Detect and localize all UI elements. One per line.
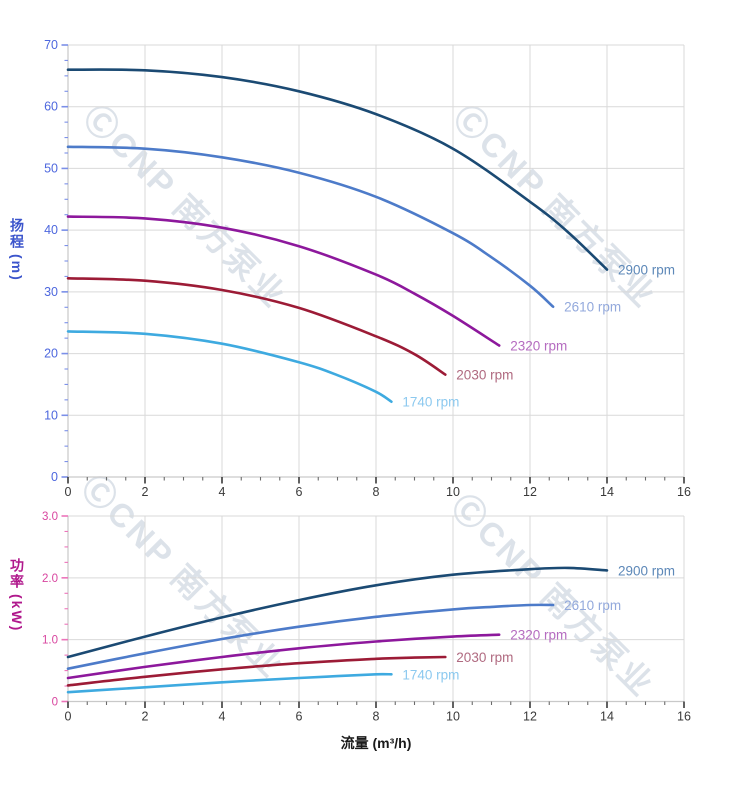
power-x-tick-label: 6 [296, 710, 303, 724]
power-series-label-2900: 2900 rpm [618, 563, 675, 578]
head-x-tick-label: 2 [142, 485, 149, 499]
head-series-label-2900: 2900 rpm [618, 263, 675, 278]
head-y-tick-label: 0 [51, 470, 58, 484]
power-x-tick-label: 2 [142, 710, 149, 724]
x-axis-title: 流量 (m³/h) [340, 735, 412, 751]
head-y-tick-label: 10 [44, 408, 58, 422]
head-y-axis-title-text: 扬程 [9, 218, 25, 250]
head-y-tick-label: 60 [44, 100, 58, 114]
head-x-tick-label: 12 [523, 485, 537, 499]
power-x-tick-label: 10 [446, 710, 460, 724]
head-y-tick-label: 40 [44, 223, 58, 237]
power-y-axis-title: 功率 (kW) [9, 558, 25, 633]
power-y-tick-label: 2.0 [42, 573, 58, 585]
power-x-tick-label: 0 [65, 710, 72, 724]
head-series-label-2610: 2610 rpm [564, 300, 621, 315]
power-x-tick-label: 8 [373, 710, 380, 724]
head-x-tick-label: 6 [296, 485, 303, 499]
head-series-label-2030: 2030 rpm [456, 368, 513, 383]
power-series-label-2320: 2320 rpm [510, 628, 567, 643]
head-y-tick-label: 30 [44, 285, 58, 299]
power-y-axis-unit: (kW) [9, 594, 25, 633]
head-y-tick-label: 70 [44, 38, 58, 52]
power-x-tick-label: 16 [677, 710, 691, 724]
head-y-tick-label: 50 [44, 161, 58, 175]
head-y-axis-unit: (m) [9, 254, 25, 282]
head-curve-2900 [66, 68, 609, 271]
head-curve-2030 [66, 277, 447, 376]
head-y-axis-title: 扬程 (m) [9, 218, 25, 282]
head-x-tick-label: 14 [600, 485, 614, 499]
power-series-label-2610: 2610 rpm [564, 598, 621, 613]
head-x-tick-label: 0 [65, 485, 72, 499]
power-curve-2610 [66, 603, 555, 670]
head-x-tick-label: 8 [373, 485, 380, 499]
head-x-tick-label: 16 [677, 485, 691, 499]
head-y-tick-label: 20 [44, 347, 58, 361]
head-curve-2320 [66, 215, 501, 347]
head-series-label-1740: 1740 rpm [402, 395, 459, 410]
power-y-tick-label: 1.0 [42, 635, 58, 647]
power-series-label-1740: 1740 rpm [402, 667, 459, 682]
head-x-tick-label: 10 [446, 485, 460, 499]
head-curve-2610 [66, 145, 555, 308]
power-y-tick-label: 0 [52, 697, 58, 709]
head-series-label-2320: 2320 rpm [510, 339, 567, 354]
power-x-tick-label: 4 [219, 710, 226, 724]
head-curve-1740 [66, 330, 393, 403]
power-x-tick-label: 12 [523, 710, 537, 724]
power-x-tick-label: 14 [600, 710, 614, 724]
power-curve-1740 [66, 672, 393, 694]
power-curve-2320 [66, 633, 501, 680]
power-curve-2900 [66, 566, 609, 659]
head-x-tick-label: 4 [219, 485, 226, 499]
power-curve-2030 [66, 655, 447, 687]
power-series-label-2030: 2030 rpm [456, 650, 513, 665]
power-y-axis-title-text: 功率 [9, 558, 25, 590]
power-y-tick-label: 3.0 [42, 511, 58, 523]
